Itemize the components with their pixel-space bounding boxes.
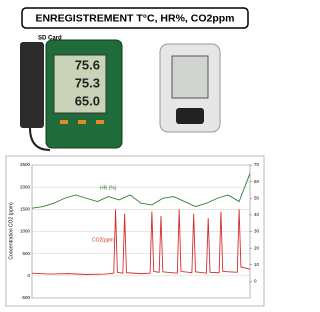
device2-screen bbox=[172, 56, 208, 98]
y2-tick-label: 10 bbox=[254, 262, 260, 267]
y2-tick-label: 40 bbox=[254, 212, 260, 217]
card-label: SD Card bbox=[38, 36, 62, 42]
legend-label: HR (%) bbox=[100, 185, 117, 191]
y-tick-label: 2500 bbox=[20, 162, 31, 167]
button bbox=[78, 120, 86, 124]
reading: 75.3 bbox=[75, 75, 100, 90]
y2-tick-label: 50 bbox=[254, 195, 260, 200]
legend-label: CO2(ppm) bbox=[92, 237, 116, 243]
y2-tick-label: 60 bbox=[254, 179, 260, 184]
chart: -50005001000150020002500010203040506070H… bbox=[20, 162, 260, 300]
y2-tick-label: 20 bbox=[254, 245, 260, 250]
y-tick-label: -500 bbox=[21, 295, 31, 300]
banner-title: ENREGISTREMENT T°C, HR%, CO2ppm bbox=[35, 12, 234, 24]
y-tick-label: 1500 bbox=[20, 207, 31, 212]
reading: 65.0 bbox=[75, 93, 100, 108]
probe bbox=[20, 42, 44, 128]
reading: 75.6 bbox=[75, 57, 100, 72]
device2-keypad bbox=[176, 108, 204, 124]
page: ENREGISTREMENT T°C, HR%, CO2ppm SD Card … bbox=[0, 0, 268, 307]
y-tick-label: 1000 bbox=[20, 229, 31, 234]
y-tick-label: 500 bbox=[22, 251, 30, 256]
y-axis-label: Concentration CO2 (ppm) bbox=[8, 202, 14, 260]
y2-tick-label: 30 bbox=[254, 229, 260, 234]
button bbox=[96, 120, 104, 124]
button bbox=[60, 120, 68, 124]
y2-tick-label: 70 bbox=[254, 162, 260, 167]
y-tick-label: 2000 bbox=[20, 184, 31, 189]
